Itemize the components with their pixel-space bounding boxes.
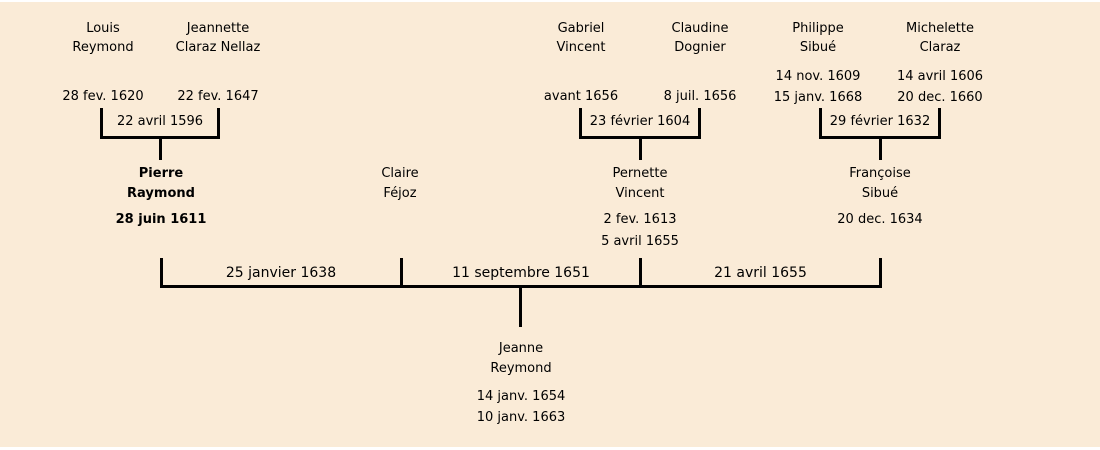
person-date: 2 fev. 1613 xyxy=(603,212,677,227)
person-date: 10 janv. 1663 xyxy=(476,410,566,425)
person-first-name: Claire xyxy=(381,166,419,181)
person-claire-fejoz: Claire Féjoz xyxy=(300,164,500,204)
person-first-name: Jeanne xyxy=(498,341,544,356)
spouse-tick-pernette xyxy=(639,258,642,285)
marriage-bracket-bottom-line xyxy=(819,136,941,139)
person-last-name: Reymond xyxy=(490,361,552,376)
spouse-tick-pierre xyxy=(160,258,163,285)
person-last-name: Claraz xyxy=(919,40,961,55)
descent-line xyxy=(159,139,162,160)
person-first-name: Michelette xyxy=(905,21,974,36)
person-pernette-vincent: Pernette Vincent xyxy=(540,164,740,204)
spouse-tick-claire xyxy=(400,258,403,285)
child-descent-line xyxy=(519,288,522,327)
person-date: 15 janv. 1668 xyxy=(773,90,863,105)
person-pierre-raymond: Pierre Raymond xyxy=(61,164,261,204)
person-jeanne-reymond: Jeanne Reymond xyxy=(421,339,621,379)
marriage-bracket-bottom-line xyxy=(100,136,220,139)
person-first-name: Françoise xyxy=(849,166,911,181)
person-first-name: Pernette xyxy=(612,166,668,181)
person-date: 28 fev. 1620 xyxy=(62,89,144,104)
descent-line xyxy=(639,139,642,160)
marriage-bracket-right-line xyxy=(217,108,220,139)
marriage-date-label: 11 septembre 1651 xyxy=(452,265,590,281)
person-first-name: Philippe xyxy=(792,21,844,36)
person-last-name: Sibué xyxy=(861,186,899,201)
marriage-bracket-left-line xyxy=(100,108,103,139)
marriage-bracket-left-line xyxy=(579,108,582,139)
person-last-name: Dognier xyxy=(674,40,726,55)
marriages-horizontal-line xyxy=(160,285,882,288)
person-dates: 14 nov. 1609 15 janv. 1668 xyxy=(718,66,918,108)
person-claudine-dognier: Claudine Dognier xyxy=(600,19,800,57)
person-date: 8 juil. 1656 xyxy=(663,89,737,104)
person-date: 22 fev. 1647 xyxy=(177,89,259,104)
person-first-name: Jeannette xyxy=(186,21,250,36)
spouse-tick-francoise xyxy=(879,258,882,285)
person-last-name: Vincent xyxy=(615,186,665,201)
person-first-name: Claudine xyxy=(671,21,729,36)
person-date: 20 dec. 1634 xyxy=(837,212,923,227)
descent-line xyxy=(879,139,882,160)
person-dates: 14 janv. 1654 10 janv. 1663 xyxy=(421,386,621,428)
person-last-name: Claraz Nellaz xyxy=(175,40,261,55)
person-date: avant 1656 xyxy=(543,89,619,104)
person-jeannette-claraz-nellaz: Jeannette Claraz Nellaz xyxy=(118,19,318,57)
person-date: 20 dec. 1660 xyxy=(897,90,983,105)
person-louis-reymond: Louis Reymond xyxy=(3,19,203,57)
marriage-bracket-left-line xyxy=(819,108,822,139)
person-philippe-sibue: Philippe Sibué xyxy=(718,19,918,57)
person-dates: 14 avril 1606 20 dec. 1660 xyxy=(840,66,1040,108)
person-francoise-sibue: Françoise Sibué xyxy=(780,164,980,204)
marriage-date-label: 25 janvier 1638 xyxy=(225,265,337,281)
person-last-name: Sibué xyxy=(799,40,837,55)
person-michelette-claraz: Michelette Claraz xyxy=(840,19,1040,57)
person-last-name: Vincent xyxy=(556,40,606,55)
person-last-name: Raymond xyxy=(127,186,195,201)
person-first-name: Louis xyxy=(86,21,120,36)
marriage-date-label: 23 février 1604 xyxy=(589,114,691,129)
person-date: 28 juin 1611 xyxy=(115,212,207,227)
person-date: 14 avril 1606 xyxy=(896,69,984,84)
marriage-bracket-bottom-line xyxy=(579,136,701,139)
person-dates: 2 fev. 1613 5 avril 1655 xyxy=(540,209,740,253)
marriage-date-label: 21 avril 1655 xyxy=(714,265,807,281)
marriage-bracket-right-line xyxy=(938,108,941,139)
marriage-date-label: 29 février 1632 xyxy=(829,114,931,129)
person-gabriel-vincent: Gabriel Vincent xyxy=(481,19,681,57)
person-first-name: Gabriel xyxy=(557,21,605,36)
person-first-name: Pierre xyxy=(138,166,184,181)
person-date: 14 janv. 1654 xyxy=(476,389,566,404)
person-date: 14 nov. 1609 xyxy=(775,69,861,84)
person-last-name: Féjoz xyxy=(383,186,417,201)
person-last-name: Reymond xyxy=(72,40,134,55)
marriage-bracket-right-line xyxy=(698,108,701,139)
person-date: 5 avril 1655 xyxy=(601,234,679,249)
marriage-date-label: 22 avril 1596 xyxy=(116,114,204,129)
